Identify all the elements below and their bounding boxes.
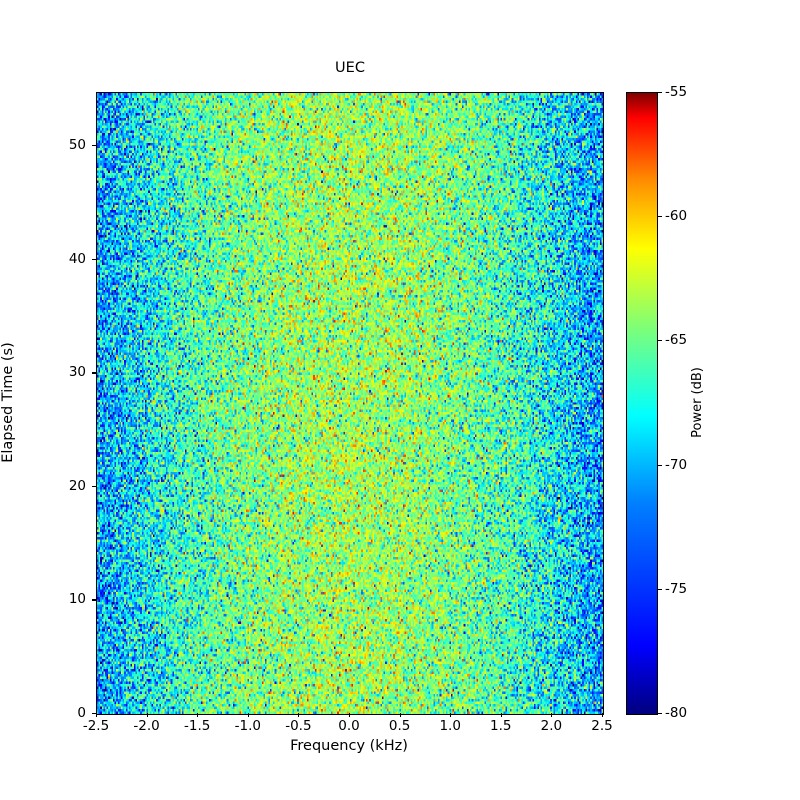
spectrogram-image — [97, 93, 603, 714]
y-axis-label: Elapsed Time (s) — [0, 342, 16, 463]
x-tick-label: -2.0 — [133, 718, 160, 734]
x-tick-label: -1.0 — [234, 718, 261, 734]
y-tick-label: 10 — [68, 591, 86, 608]
colorbar-tick-label: -75 — [665, 580, 688, 597]
y-tick-mark — [92, 713, 96, 715]
colorbar-tick-mark — [658, 588, 662, 590]
x-tick-mark — [197, 713, 199, 717]
colorbar-tick-mark — [658, 713, 662, 715]
colorbar-tick-label: -65 — [665, 332, 688, 349]
colorbar-label: Power (dB) — [690, 367, 705, 438]
x-tick-mark — [96, 713, 98, 717]
x-tick-mark — [247, 713, 249, 717]
x-tick-label: 2.5 — [591, 718, 613, 734]
x-tick-mark — [146, 713, 148, 717]
x-tick-label: 1.5 — [490, 718, 512, 734]
colorbar-tick-label: -80 — [665, 705, 688, 721]
y-tick-label: 40 — [68, 250, 86, 267]
x-tick-label: 2.0 — [540, 718, 563, 734]
x-tick-label: 0.0 — [338, 718, 360, 734]
y-tick-mark — [92, 145, 96, 147]
x-tick-label: -0.5 — [285, 718, 312, 734]
y-tick-mark — [92, 372, 96, 374]
x-tick-mark — [450, 713, 452, 717]
x-tick-mark — [500, 713, 502, 717]
y-tick-label: 20 — [68, 477, 86, 494]
y-tick-mark — [92, 258, 96, 260]
title-station-name: UEC — [335, 60, 365, 76]
y-tick-mark — [92, 485, 96, 488]
x-tick-label: 1.0 — [439, 718, 461, 734]
colorbar-tick-mark — [658, 92, 662, 94]
x-tick-mark — [551, 713, 553, 717]
x-axis-label: Frequency (kHz) — [290, 738, 408, 754]
y-tick-mark — [92, 599, 96, 601]
x-tick-label: -2.5 — [82, 718, 110, 734]
y-tick-label: 0 — [77, 705, 86, 721]
spectrogram-plot-area — [96, 92, 604, 715]
colorbar-tick-mark — [658, 340, 662, 342]
x-tick-label: 0.5 — [388, 718, 411, 734]
colorbar-tick-mark — [658, 216, 662, 218]
colorbar-tick-label: -70 — [665, 456, 688, 473]
x-tick-mark — [349, 713, 351, 717]
colorbar-tick-label: -60 — [665, 208, 688, 225]
colorbar-tick-mark — [658, 464, 662, 466]
colorbar-gradient — [627, 93, 657, 714]
x-tick-mark — [298, 713, 300, 717]
colorbar-tick-label: -55 — [665, 84, 688, 100]
x-tick-label: -1.5 — [184, 718, 211, 734]
x-tick-mark — [602, 713, 604, 717]
y-tick-label: 50 — [68, 137, 86, 154]
colorbar — [626, 92, 658, 715]
x-tick-mark — [399, 713, 401, 717]
y-tick-label: 30 — [68, 364, 86, 381]
